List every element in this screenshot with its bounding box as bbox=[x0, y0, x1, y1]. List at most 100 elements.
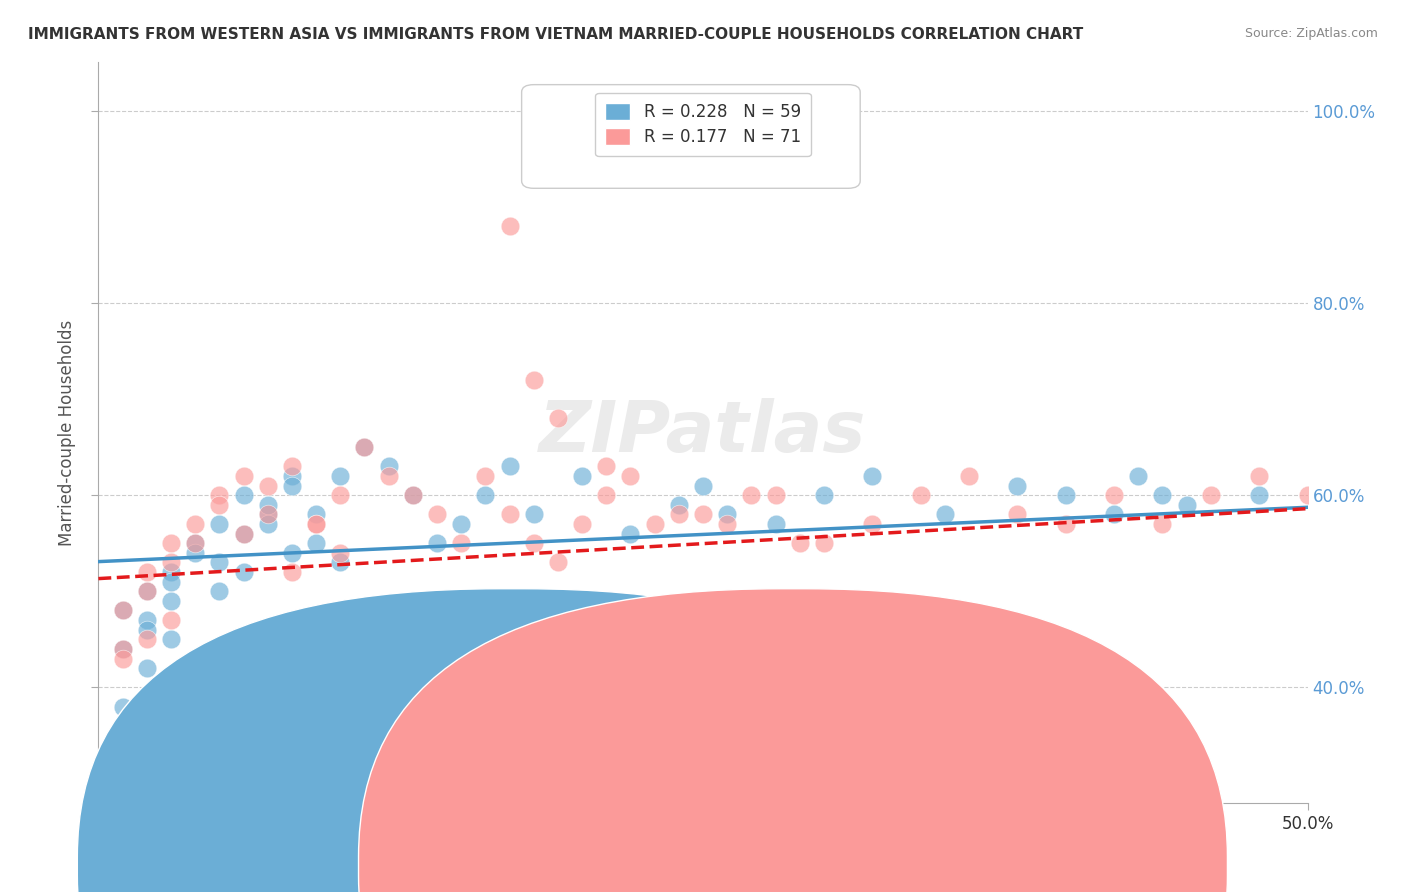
Point bbox=[1249, 488, 1271, 502]
Point bbox=[232, 565, 254, 579]
Point bbox=[160, 613, 183, 627]
Point bbox=[111, 699, 134, 714]
Point bbox=[305, 536, 328, 550]
Point bbox=[184, 546, 207, 560]
Point bbox=[353, 729, 375, 743]
Point bbox=[644, 516, 666, 531]
Point bbox=[184, 651, 207, 665]
Text: ZIPatlas: ZIPatlas bbox=[540, 398, 866, 467]
Point bbox=[305, 516, 328, 531]
Point bbox=[232, 488, 254, 502]
Point bbox=[353, 603, 375, 617]
Point bbox=[135, 584, 157, 599]
Point bbox=[256, 508, 278, 522]
Point bbox=[692, 508, 714, 522]
Point bbox=[619, 469, 641, 483]
Point bbox=[281, 478, 304, 492]
Point bbox=[329, 488, 352, 502]
Point bbox=[135, 632, 157, 647]
Point bbox=[1199, 488, 1222, 502]
Point bbox=[208, 498, 231, 512]
Point bbox=[135, 565, 157, 579]
Point bbox=[474, 757, 496, 772]
Point bbox=[160, 747, 183, 762]
Point bbox=[184, 536, 207, 550]
Point bbox=[692, 478, 714, 492]
Point bbox=[305, 671, 328, 685]
Point bbox=[571, 516, 593, 531]
Point bbox=[208, 699, 231, 714]
Point bbox=[450, 516, 472, 531]
Point bbox=[377, 459, 399, 474]
Point bbox=[523, 642, 546, 657]
Point bbox=[208, 488, 231, 502]
Point bbox=[450, 536, 472, 550]
Point bbox=[256, 661, 278, 675]
Text: Immigrants from Vietnam: Immigrants from Vietnam bbox=[787, 855, 984, 870]
Point bbox=[523, 373, 546, 387]
Point bbox=[1007, 478, 1029, 492]
Point bbox=[547, 556, 569, 570]
Point bbox=[1152, 488, 1174, 502]
Point bbox=[402, 719, 425, 733]
Point bbox=[765, 516, 787, 531]
Point bbox=[426, 508, 449, 522]
Point bbox=[402, 488, 425, 502]
Point bbox=[498, 459, 520, 474]
Point bbox=[135, 584, 157, 599]
Point bbox=[160, 594, 183, 608]
Point bbox=[232, 526, 254, 541]
Point bbox=[716, 508, 738, 522]
Point bbox=[571, 469, 593, 483]
Point bbox=[765, 488, 787, 502]
Point bbox=[426, 699, 449, 714]
Legend: R = 0.228   N = 59, R = 0.177   N = 71: R = 0.228 N = 59, R = 0.177 N = 71 bbox=[595, 93, 811, 156]
Point bbox=[402, 623, 425, 637]
Point bbox=[1296, 488, 1319, 502]
Point bbox=[1249, 469, 1271, 483]
Point bbox=[619, 526, 641, 541]
Point bbox=[135, 661, 157, 675]
Point bbox=[184, 719, 207, 733]
Point bbox=[184, 516, 207, 531]
Point bbox=[256, 508, 278, 522]
Point bbox=[160, 536, 183, 550]
Point bbox=[910, 488, 932, 502]
Point bbox=[353, 440, 375, 454]
Point bbox=[305, 632, 328, 647]
Point bbox=[256, 498, 278, 512]
Point bbox=[160, 556, 183, 570]
Point bbox=[957, 469, 980, 483]
Point bbox=[1175, 498, 1198, 512]
Point bbox=[135, 613, 157, 627]
Point bbox=[716, 516, 738, 531]
Point bbox=[329, 556, 352, 570]
Point bbox=[111, 651, 134, 665]
Point bbox=[860, 516, 883, 531]
Y-axis label: Married-couple Households: Married-couple Households bbox=[58, 319, 76, 546]
Point bbox=[377, 469, 399, 483]
Point bbox=[208, 556, 231, 570]
Point bbox=[329, 699, 352, 714]
Point bbox=[547, 411, 569, 425]
Text: Source: ZipAtlas.com: Source: ZipAtlas.com bbox=[1244, 27, 1378, 40]
Point bbox=[256, 478, 278, 492]
Point bbox=[789, 536, 811, 550]
Text: Immigrants from Western Asia: Immigrants from Western Asia bbox=[474, 855, 707, 870]
Point bbox=[426, 536, 449, 550]
Point bbox=[160, 632, 183, 647]
Point bbox=[111, 603, 134, 617]
Point bbox=[813, 488, 835, 502]
FancyBboxPatch shape bbox=[522, 85, 860, 188]
Point bbox=[232, 526, 254, 541]
Point bbox=[474, 469, 496, 483]
Point bbox=[1007, 508, 1029, 522]
Point bbox=[329, 469, 352, 483]
Point bbox=[111, 642, 134, 657]
Point bbox=[1054, 488, 1077, 502]
Point bbox=[523, 508, 546, 522]
Point bbox=[329, 546, 352, 560]
Point bbox=[135, 623, 157, 637]
Point bbox=[668, 498, 690, 512]
Point bbox=[305, 508, 328, 522]
